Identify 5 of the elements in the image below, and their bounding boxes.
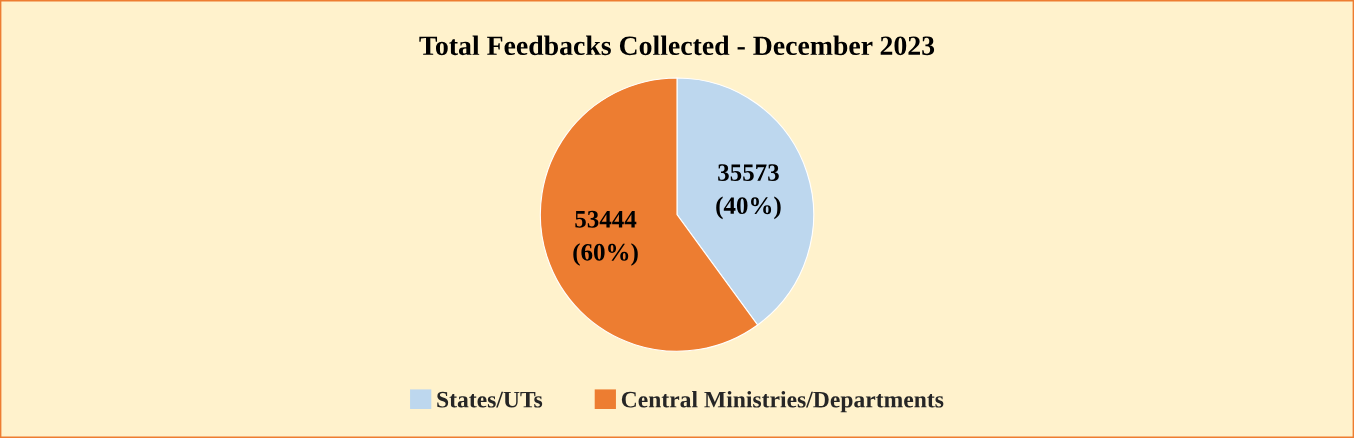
chart-title: Total Feedbacks Collected - December 2023 xyxy=(419,35,935,56)
data-label: 35573 (40%) xyxy=(716,164,781,220)
data-label: 53444 (60%) xyxy=(573,210,638,266)
legend-label: Central Ministries/Departments xyxy=(621,390,944,413)
legend-label: States/UTs xyxy=(437,391,543,408)
